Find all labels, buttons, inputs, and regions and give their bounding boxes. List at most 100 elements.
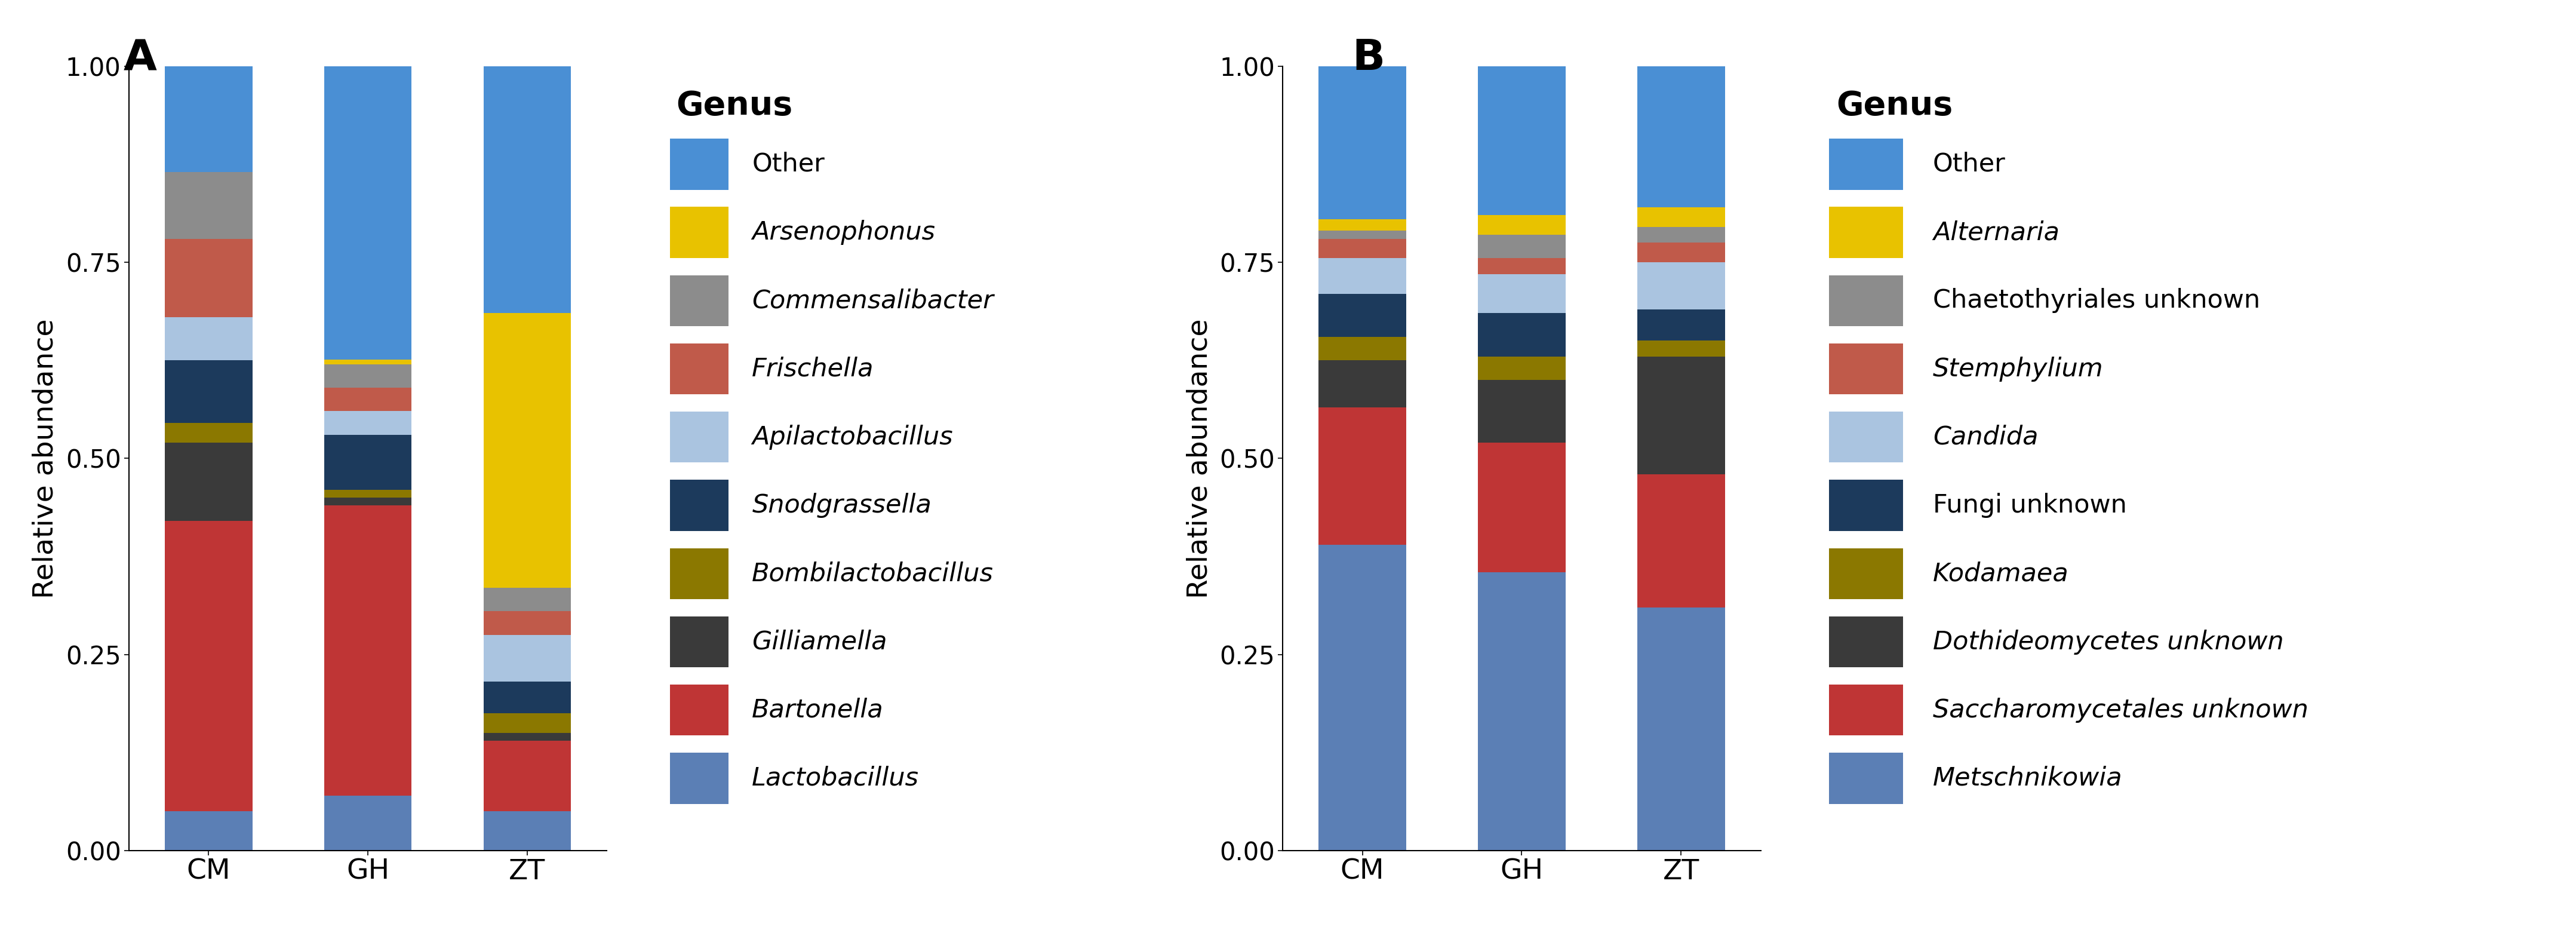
Bar <box>484 741 572 811</box>
Bar <box>484 682 572 713</box>
Bar <box>484 611 572 635</box>
Bar <box>1638 207 1726 227</box>
Text: Stemphylium: Stemphylium <box>1932 356 2105 382</box>
Text: Lactobacillus: Lactobacillus <box>752 765 920 791</box>
Bar <box>670 343 729 394</box>
Text: Bartonella: Bartonella <box>752 697 884 723</box>
Bar <box>1638 340 1726 356</box>
Text: Fungi unknown: Fungi unknown <box>1932 493 2128 518</box>
Bar <box>1479 274 1566 313</box>
Text: Bombilactobacillus: Bombilactobacillus <box>752 561 994 586</box>
Bar <box>1319 258 1406 294</box>
Bar <box>670 753 729 804</box>
Text: Gilliamella: Gilliamella <box>752 629 886 654</box>
Bar <box>1638 608 1726 850</box>
Bar <box>1638 66 1726 207</box>
Bar <box>1479 234 1566 258</box>
Bar <box>165 442 252 521</box>
Bar <box>1319 66 1406 219</box>
Bar <box>165 172 252 239</box>
Bar <box>1319 294 1406 336</box>
Bar <box>325 66 412 359</box>
Bar <box>1479 215 1566 234</box>
Bar <box>325 506 412 796</box>
Text: Metschnikowia: Metschnikowia <box>1932 765 2123 791</box>
Text: Chaetothyriales unknown: Chaetothyriales unknown <box>1932 288 2259 313</box>
Bar <box>484 811 572 850</box>
Bar <box>1319 360 1406 407</box>
Bar <box>670 275 729 326</box>
Bar <box>670 207 729 258</box>
Bar <box>484 713 572 733</box>
Text: Frischella: Frischella <box>752 356 873 382</box>
Bar <box>325 497 412 506</box>
Bar <box>325 387 412 411</box>
Bar <box>165 521 252 811</box>
Bar <box>1829 207 1904 258</box>
Text: Candida: Candida <box>1932 424 2038 450</box>
Bar <box>670 480 729 531</box>
Bar <box>1829 753 1904 804</box>
Bar <box>1829 684 1904 735</box>
Bar <box>484 588 572 611</box>
Y-axis label: Relative abundance: Relative abundance <box>1185 318 1213 598</box>
Bar <box>1319 407 1406 544</box>
Bar <box>165 811 252 850</box>
Bar <box>670 616 729 667</box>
Bar <box>1829 139 1904 190</box>
Text: B: B <box>1352 38 1386 79</box>
Bar <box>484 313 572 588</box>
Text: Snodgrassella: Snodgrassella <box>752 493 933 518</box>
Bar <box>1829 275 1904 326</box>
Bar <box>165 423 252 442</box>
Text: Dothideomycetes unknown: Dothideomycetes unknown <box>1932 629 2285 654</box>
Bar <box>165 318 252 360</box>
Text: Saccharomycetales unknown: Saccharomycetales unknown <box>1932 697 2308 723</box>
Bar <box>1638 262 1726 309</box>
Bar <box>1319 336 1406 360</box>
Bar <box>1479 442 1566 572</box>
Bar <box>670 548 729 599</box>
Bar <box>670 684 729 735</box>
Text: Alternaria: Alternaria <box>1932 220 2061 245</box>
Bar <box>1319 219 1406 231</box>
Bar <box>325 490 412 497</box>
Bar <box>1638 227 1726 243</box>
Bar <box>1479 380 1566 442</box>
Bar <box>1479 356 1566 380</box>
Bar <box>325 796 412 850</box>
Bar <box>1829 480 1904 531</box>
Text: Kodamaea: Kodamaea <box>1932 561 2069 586</box>
Bar <box>165 360 252 423</box>
Bar <box>1479 258 1566 274</box>
Bar <box>1479 572 1566 851</box>
Text: Commensalibacter: Commensalibacter <box>752 288 994 313</box>
Bar <box>1479 313 1566 356</box>
Bar <box>484 66 572 313</box>
Bar <box>1638 243 1726 262</box>
Bar <box>670 412 729 463</box>
Bar <box>1319 231 1406 239</box>
Text: Genus: Genus <box>1837 90 1953 122</box>
Bar <box>1319 239 1406 258</box>
Text: A: A <box>124 38 157 79</box>
Bar <box>1638 309 1726 340</box>
Bar <box>165 239 252 318</box>
Bar <box>484 733 572 741</box>
Bar <box>325 364 412 387</box>
Bar <box>1319 544 1406 851</box>
Text: Genus: Genus <box>675 90 793 122</box>
Bar <box>165 66 252 172</box>
Bar <box>1829 343 1904 394</box>
Bar <box>325 435 412 490</box>
Bar <box>1638 356 1726 474</box>
Bar <box>1829 412 1904 463</box>
Y-axis label: Relative abundance: Relative abundance <box>31 318 59 598</box>
Bar <box>1829 548 1904 599</box>
Text: Arsenophonus: Arsenophonus <box>752 220 935 245</box>
Text: Apilactobacillus: Apilactobacillus <box>752 424 953 450</box>
Text: Other: Other <box>1932 151 2007 177</box>
Text: Other: Other <box>752 151 824 177</box>
Bar <box>670 139 729 190</box>
Bar <box>1829 616 1904 667</box>
